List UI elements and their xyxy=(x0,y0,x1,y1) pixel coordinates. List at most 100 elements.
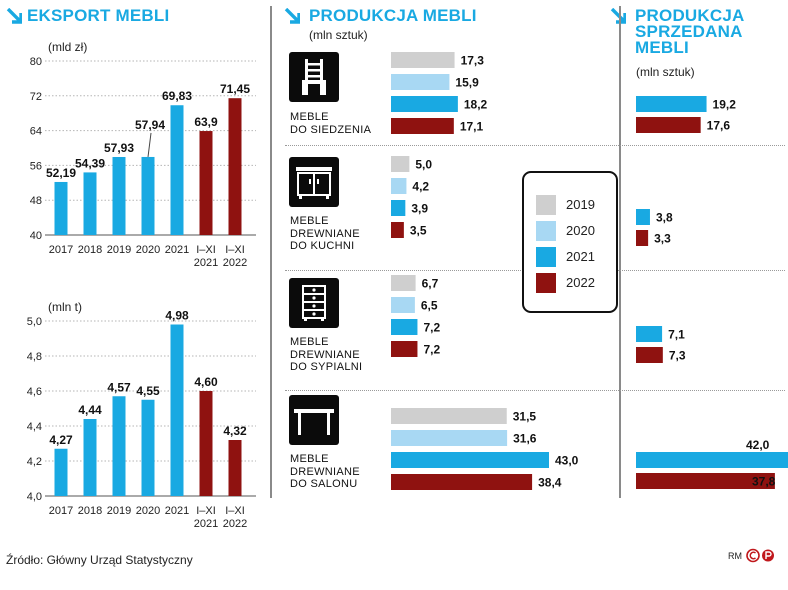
bar xyxy=(391,222,404,238)
bar xyxy=(83,419,97,496)
x-tick-label: 2021 xyxy=(194,257,218,269)
data-label: 6,7 xyxy=(422,277,439,291)
data-label: 7,2 xyxy=(423,343,440,357)
data-label: 4,44 xyxy=(78,403,102,417)
bar xyxy=(170,324,184,496)
data-label: 3,5 xyxy=(410,224,427,238)
y-tick-label: 72 xyxy=(30,91,42,103)
bar xyxy=(636,452,788,468)
bar xyxy=(170,105,184,235)
bar xyxy=(228,98,242,235)
unit-million-tonnes: (mln t) xyxy=(48,300,82,314)
bar xyxy=(391,200,406,216)
data-label: 4,60 xyxy=(194,375,218,389)
x-tick-label: 2017 xyxy=(49,505,73,517)
bar xyxy=(636,96,707,112)
y-tick-label: 48 xyxy=(30,195,42,207)
bar xyxy=(391,118,454,134)
legend-swatch xyxy=(536,273,556,293)
data-label: 63,9 xyxy=(194,115,218,129)
x-tick-label: 2022 xyxy=(223,257,247,269)
x-tick-label: 2021 xyxy=(165,505,189,517)
data-label: 38,4 xyxy=(538,476,562,490)
x-tick-label: 2017 xyxy=(49,244,73,256)
y-tick-label: 80 xyxy=(30,56,42,68)
data-label: 31,6 xyxy=(513,432,537,446)
legend-label: 2022 xyxy=(566,275,595,290)
legend-label: 2019 xyxy=(566,197,595,212)
bar xyxy=(199,391,213,496)
x-tick-label: 2019 xyxy=(107,505,131,517)
legend-swatch xyxy=(536,247,556,267)
kitchen-cabinet-icon xyxy=(289,157,339,207)
data-label: 31,5 xyxy=(513,410,537,424)
x-tick-label: 2018 xyxy=(78,244,102,256)
data-label: 3,8 xyxy=(656,211,673,225)
column-divider xyxy=(619,6,621,498)
bar xyxy=(391,319,418,335)
bar xyxy=(391,452,549,468)
legend-label: 2021 xyxy=(566,249,595,264)
x-tick-label: I–XI xyxy=(196,244,216,256)
sold-title-line-1: PRODUKCJA xyxy=(635,6,745,25)
y-tick-label: 56 xyxy=(30,160,42,172)
legend-swatch xyxy=(536,195,556,215)
data-label: 5,0 xyxy=(415,158,432,172)
bar xyxy=(636,117,701,133)
y-tick-label: 4,2 xyxy=(27,456,42,468)
data-label: 52,19 xyxy=(46,166,76,180)
y-tick-label: 4,0 xyxy=(27,491,42,503)
data-label: 37,8 xyxy=(752,475,776,489)
bar xyxy=(636,326,663,342)
bar xyxy=(141,156,155,235)
bar xyxy=(636,209,650,225)
x-tick-label: I–XI xyxy=(225,505,245,517)
arrow-down-right-icon xyxy=(6,8,22,24)
bar xyxy=(391,275,416,291)
unit-million-pieces-sold: (mln sztuk) xyxy=(636,65,695,79)
author-credit: RM xyxy=(728,551,742,561)
bar xyxy=(391,474,533,490)
y-tick-label: 40 xyxy=(30,230,42,242)
bar xyxy=(391,408,507,424)
category-label-kitchen: MEBLE DREWNIANE DO KUCHNI xyxy=(290,215,360,252)
bar xyxy=(391,178,407,194)
bar xyxy=(391,430,508,446)
x-tick-label: I–XI xyxy=(196,505,216,517)
chair-icon xyxy=(289,52,339,102)
data-label: 15,9 xyxy=(455,76,479,90)
category-label-bedroom: MEBLE DREWNIANE DO SYPIALNI xyxy=(290,336,363,373)
x-tick-label: 2020 xyxy=(136,505,160,517)
bar xyxy=(391,52,455,68)
dresser-icon xyxy=(289,278,339,328)
column-divider xyxy=(270,6,272,498)
production-title: PRODUKCJA MEBLI xyxy=(309,6,477,25)
unit-million-pieces: (mln sztuk) xyxy=(309,28,368,42)
bar xyxy=(141,399,155,496)
category-label-seating: MEBLE DO SIEDZENIA xyxy=(290,111,372,136)
legend: 2019 2020 2021 2022 xyxy=(522,171,618,313)
x-tick-label: 2022 xyxy=(223,518,247,530)
legend-swatch xyxy=(536,221,556,241)
data-label: 18,2 xyxy=(464,98,488,112)
bar xyxy=(391,156,410,172)
data-label: 7,1 xyxy=(668,328,685,342)
data-label: 4,27 xyxy=(49,433,73,447)
bar xyxy=(636,347,663,363)
data-label: 4,57 xyxy=(107,380,131,394)
data-label: 6,5 xyxy=(421,299,438,313)
data-label: 69,83 xyxy=(162,89,192,103)
x-tick-label: 2019 xyxy=(107,244,131,256)
data-label: 17,6 xyxy=(707,119,731,133)
data-label: 43,0 xyxy=(555,454,579,468)
data-label: 4,2 xyxy=(412,180,429,194)
x-tick-label: I–XI xyxy=(225,244,245,256)
legend-label: 2020 xyxy=(566,223,595,238)
x-tick-label: 2021 xyxy=(194,518,218,530)
sold-title-line-3: MEBLI xyxy=(635,38,689,57)
bar xyxy=(636,230,649,246)
label-leader-line xyxy=(147,132,152,158)
export-title: EKSPORT MEBLI xyxy=(27,6,170,25)
